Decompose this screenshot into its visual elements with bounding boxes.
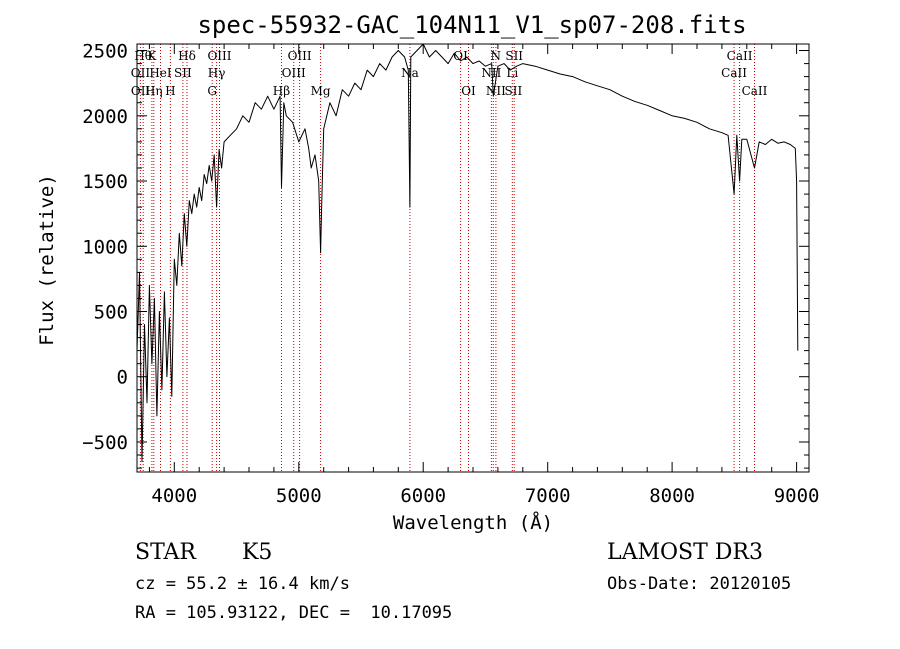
redshift-velocity: cz = 55.2 ± 16.4 km/s <box>135 574 350 594</box>
line-label-16: Li <box>506 66 518 80</box>
object-subclass: K5 <box>242 540 273 565</box>
line-label-6: N <box>491 49 502 63</box>
line-label-10: HeI <box>149 66 172 80</box>
line-label-11: SII <box>174 66 192 80</box>
observation-date: Obs-Date: 20120105 <box>607 574 792 594</box>
sky-coordinates: RA = 105.93122, DEC = 10.17095 <box>135 603 453 623</box>
y-tick-label-1000: 1000 <box>82 236 128 258</box>
line-label-9: OII <box>131 66 151 80</box>
line-label-14: Na <box>401 66 419 80</box>
line-label-22: Hβ <box>273 84 290 98</box>
series-line-flux <box>136 43 799 463</box>
line-label-0: Hθ <box>134 49 152 63</box>
series-layer <box>136 43 799 463</box>
x-tick-label-5000: 5000 <box>276 485 322 507</box>
line-label-8: CaII <box>727 49 753 63</box>
line-label-20: H <box>165 84 175 98</box>
line-label-1: K <box>147 49 157 63</box>
line-label-3: OIII <box>207 49 231 63</box>
x-tick-label-7000: 7000 <box>525 485 571 507</box>
chart-title: spec-55932-GAC_104N11_V1_sp07-208.fits <box>197 11 746 39</box>
line-label-23: Mg <box>311 84 331 98</box>
y-tick-label-2000: 2000 <box>82 106 128 128</box>
x-tick-label-9000: 9000 <box>774 485 820 507</box>
y-tick-label--500: −500 <box>82 432 128 454</box>
y-tick-label-500: 500 <box>94 302 128 324</box>
survey-name: LAMOST DR3 <box>607 540 763 565</box>
y-tick-label-1500: 1500 <box>82 171 128 193</box>
line-label-27: CaII <box>742 84 768 98</box>
x-axis-label: Wavelength (Å) <box>393 511 553 534</box>
line-label-2: Hδ <box>178 49 196 63</box>
line-label-25: NII <box>486 84 506 98</box>
x-tick-label-8000: 8000 <box>649 485 695 507</box>
line-label-21: G <box>207 84 217 98</box>
object-class: STAR <box>135 540 196 565</box>
plot-frame <box>136 43 810 473</box>
y-tick-label-2500: 2500 <box>82 41 128 63</box>
line-label-18: OII <box>131 84 151 98</box>
y-axis-label: Flux (relative) <box>36 174 58 346</box>
axis-tick-labels: 4000 5000 6000 7000 8000 9000 −500 0 500 1000 1500… <box>82 41 819 508</box>
axis-ticks <box>137 44 809 472</box>
line-label-12: Hγ <box>208 66 226 80</box>
line-label-7: SII <box>505 49 523 63</box>
line-label-24: OI <box>461 84 476 98</box>
spectral-line-markers <box>139 44 755 472</box>
line-label-4: OIII <box>288 49 312 63</box>
line-label-17: CaII <box>721 66 747 80</box>
line-label-26: SII <box>505 84 523 98</box>
y-tick-label-0: 0 <box>117 367 128 389</box>
line-label-19: Hη <box>145 84 163 98</box>
x-tick-label-6000: 6000 <box>400 485 446 507</box>
line-label-13: OIII <box>282 66 306 80</box>
line-label-5: OI <box>453 49 468 63</box>
x-tick-label-4000: 4000 <box>151 485 197 507</box>
